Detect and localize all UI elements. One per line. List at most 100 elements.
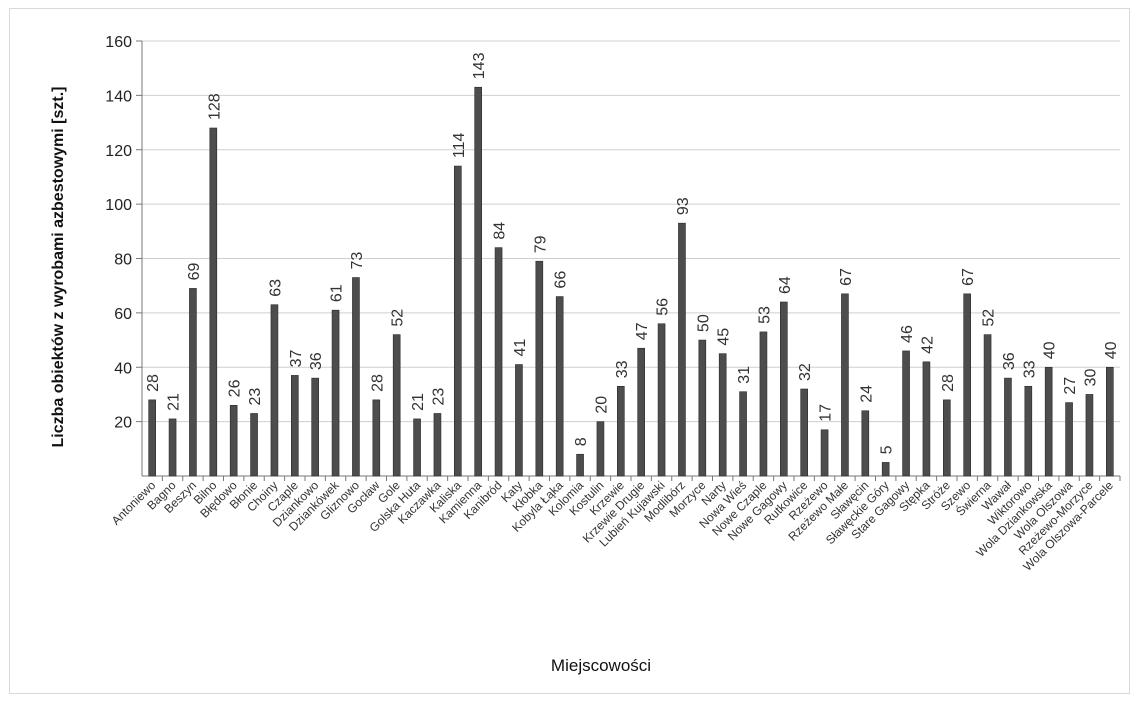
- data-label: 52: [390, 309, 407, 327]
- x-axis-title: Miejscowości: [551, 656, 651, 675]
- bar: [963, 293, 971, 477]
- data-label: 93: [675, 197, 692, 215]
- bar: [1024, 385, 1033, 477]
- data-label: 28: [369, 374, 386, 392]
- bar: [229, 405, 238, 477]
- y-tick-label: 140: [105, 88, 132, 105]
- bar: [209, 127, 218, 477]
- bar: [861, 410, 870, 477]
- data-label: 36: [1001, 352, 1018, 370]
- data-label: 23: [247, 388, 264, 406]
- data-label: 40: [1103, 341, 1120, 359]
- data-label: 84: [492, 222, 509, 240]
- data-label: 33: [614, 360, 631, 378]
- bar: [494, 247, 503, 477]
- bar: [1085, 394, 1094, 477]
- bar: [678, 222, 686, 477]
- bars: [148, 86, 1114, 477]
- bar: [617, 385, 625, 477]
- gridlines: [142, 40, 1120, 423]
- data-label: 66: [553, 271, 570, 289]
- data-label: 114: [451, 132, 468, 158]
- bar: [352, 277, 360, 477]
- bar: [454, 165, 462, 477]
- y-tick-label: 20: [114, 415, 132, 432]
- data-label: 33: [1021, 360, 1038, 378]
- chart-frame: 20 40 60 80 100 120 140 160 28 21 69 128 26 23 63 37 36…: [9, 8, 1130, 694]
- bar: [820, 429, 829, 477]
- data-label: 23: [430, 388, 447, 406]
- data-label: 42: [919, 336, 936, 354]
- bar: [372, 399, 381, 477]
- data-label: 143: [471, 52, 488, 79]
- axes: [141, 41, 1121, 481]
- y-tick-label: 40: [114, 360, 132, 377]
- data-label: 36: [308, 352, 325, 370]
- bar: [392, 334, 401, 477]
- data-label: 61: [329, 284, 346, 302]
- data-label: 8: [573, 437, 590, 446]
- data-label: 28: [145, 374, 162, 392]
- bar: [250, 413, 258, 477]
- bar: [637, 347, 645, 477]
- bar: [270, 304, 279, 477]
- y-tick-label: 60: [114, 306, 132, 323]
- bar: [1004, 377, 1012, 477]
- data-label: 21: [166, 393, 183, 411]
- bar: [168, 418, 177, 477]
- data-label: 53: [756, 306, 773, 324]
- data-label: 28: [940, 374, 957, 392]
- data-label: 46: [899, 325, 916, 343]
- y-axis-ticks: 20 40 60 80 100 120 140 160: [105, 34, 142, 432]
- data-label: 40: [1042, 341, 1059, 359]
- bar: [311, 377, 319, 477]
- y-tick-label: 100: [105, 197, 132, 214]
- bar: [902, 350, 910, 477]
- data-label: 27: [1062, 377, 1079, 395]
- data-label: 79: [532, 235, 549, 253]
- bar: [1065, 402, 1073, 477]
- bar: [800, 388, 808, 477]
- y-tick-label: 160: [105, 34, 132, 51]
- bar: [291, 375, 299, 477]
- data-label: 37: [288, 350, 305, 368]
- data-label: 41: [512, 339, 529, 357]
- data-label: 21: [410, 393, 427, 411]
- bar: [1044, 366, 1053, 477]
- bar: [657, 323, 666, 477]
- bar: [331, 309, 340, 477]
- bar: [555, 296, 564, 477]
- data-label: 52: [981, 309, 998, 327]
- bar: [148, 399, 156, 477]
- y-tick-label: 80: [114, 252, 132, 269]
- bar: [189, 288, 197, 477]
- bar: [596, 421, 605, 477]
- data-label: 24: [858, 385, 875, 403]
- data-label: 64: [777, 276, 794, 294]
- data-label: 63: [267, 279, 284, 297]
- data-label: 26: [227, 379, 244, 397]
- data-label: 67: [838, 268, 855, 286]
- data-label: 32: [797, 363, 814, 381]
- data-label: 45: [716, 328, 733, 346]
- bar: [1106, 366, 1114, 477]
- data-label: 30: [1082, 369, 1099, 387]
- data-label: 128: [206, 93, 223, 120]
- data-label: 67: [960, 268, 977, 286]
- bar: [576, 453, 584, 477]
- x-axis-category-labels: AntoniewoBagnoBeszynBilnoBłędowoBłonieCh…: [109, 477, 1116, 574]
- bar: [983, 334, 992, 477]
- data-label: 50: [695, 314, 712, 332]
- bar: [922, 361, 931, 477]
- bar: [433, 413, 442, 477]
- data-label: 17: [818, 404, 835, 422]
- bar: [535, 260, 544, 477]
- bar: [515, 364, 523, 477]
- bar: [413, 418, 421, 477]
- data-label: 73: [349, 252, 366, 270]
- data-label: 56: [655, 298, 672, 316]
- data-label: 20: [593, 396, 610, 414]
- bar: [698, 339, 707, 477]
